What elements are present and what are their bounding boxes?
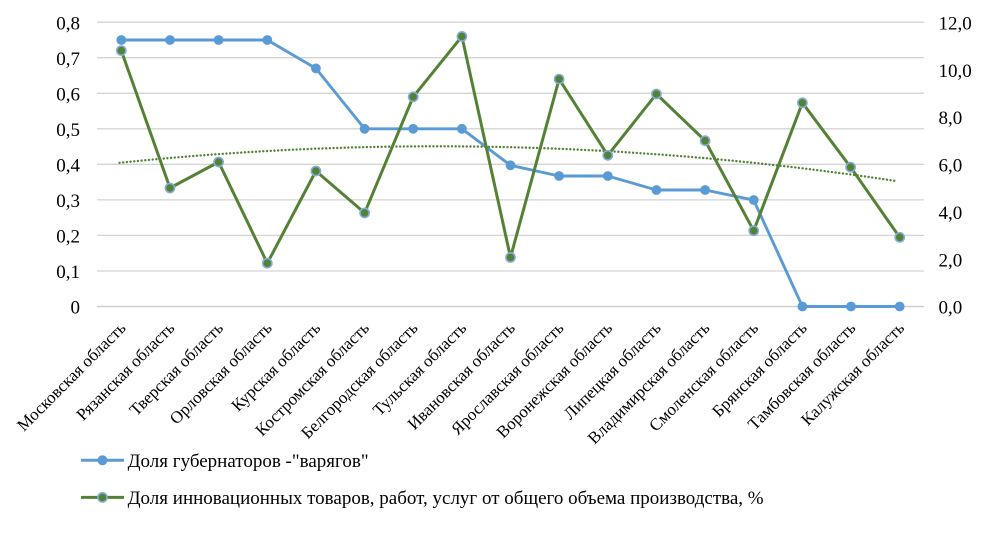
svg-text:0,2: 0,2 (56, 227, 80, 248)
svg-text:0,8: 0,8 (56, 13, 80, 34)
svg-text:6,0: 6,0 (939, 156, 963, 177)
svg-text:0,4: 0,4 (56, 156, 80, 177)
svg-text:2,0: 2,0 (939, 250, 963, 271)
svg-text:0,0: 0,0 (939, 298, 963, 319)
svg-text:10,0: 10,0 (939, 61, 972, 82)
svg-text:4,0: 4,0 (939, 203, 963, 224)
svg-text:Доля инновационных товаров, ра: Доля инновационных товаров, работ, услуг… (128, 488, 764, 509)
svg-text:0,6: 0,6 (56, 85, 80, 106)
svg-text:0,5: 0,5 (56, 120, 80, 141)
svg-text:Доля губернаторов -"варягов": Доля губернаторов -"варягов" (128, 451, 369, 472)
svg-text:0: 0 (71, 298, 81, 319)
svg-text:12,0: 12,0 (939, 13, 972, 34)
svg-text:0,3: 0,3 (56, 191, 80, 212)
svg-text:0,1: 0,1 (56, 262, 80, 283)
svg-text:0,7: 0,7 (56, 49, 80, 70)
svg-text:8,0: 8,0 (939, 108, 963, 129)
